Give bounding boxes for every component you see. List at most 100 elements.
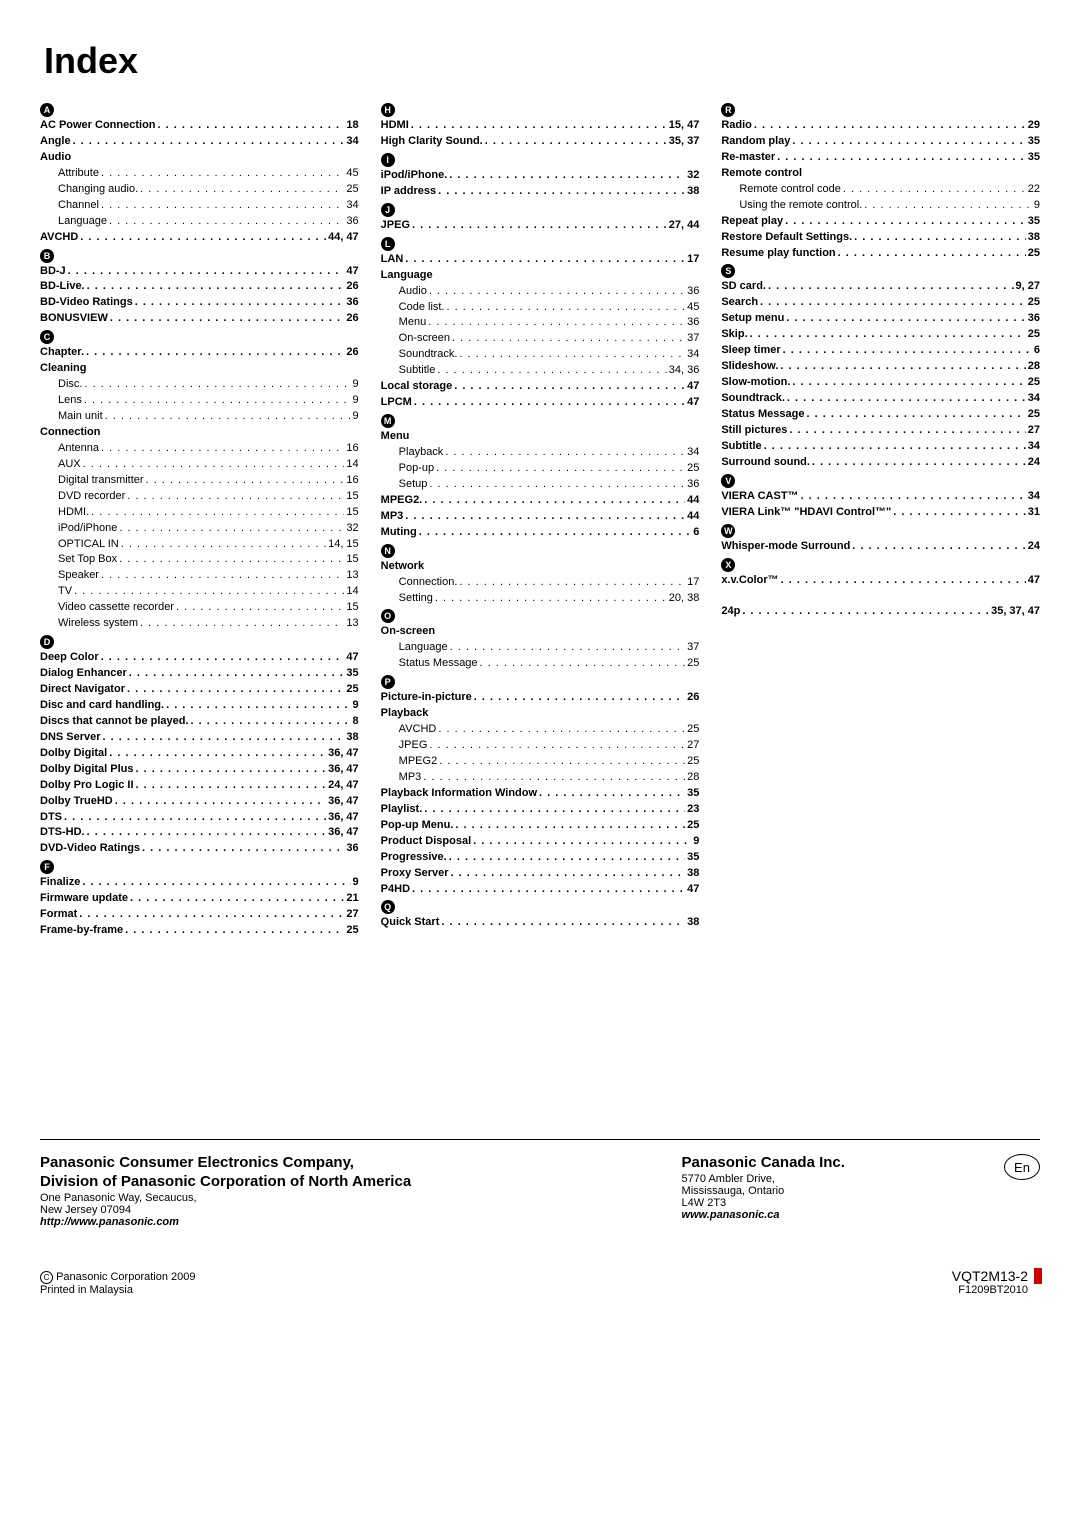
leader-dots (81, 457, 345, 473)
index-entry-pages: 16 (344, 473, 358, 489)
index-entry-label: DTS-HD. (40, 825, 85, 841)
leader-dots (752, 118, 1026, 134)
leader-dots (448, 640, 685, 656)
index-entry: DTS 36, 47 (40, 810, 359, 826)
index-entry: Disc. 9 (40, 377, 359, 393)
index-entry: DNS Server 38 (40, 730, 359, 746)
index-entry: Frame-by-frame 25 (40, 923, 359, 939)
index-entry-label: Playback (399, 445, 444, 461)
leader-dots (762, 439, 1026, 455)
index-entry: Random play 35 (721, 134, 1040, 150)
index-entry-pages: 24 (1026, 539, 1040, 555)
letter-badge: Q (381, 900, 395, 914)
index-columns: AAC Power Connection 18Angle 34AudioAttr… (40, 100, 1040, 939)
leader-dots (452, 379, 685, 395)
index-entry-label: AVCHD (40, 230, 78, 246)
index-entry-label: AC Power Connection (40, 118, 156, 134)
index-entry: OPTICAL IN 14, 15 (40, 537, 359, 553)
index-entry-pages: 38 (344, 730, 358, 746)
index-entry-label: OPTICAL IN (58, 537, 119, 553)
index-entry-label: Skip. (721, 327, 747, 343)
index-entry-label: Still pictures (721, 423, 787, 439)
copyright-icon: C (40, 1271, 53, 1284)
index-entry-pages: 47 (685, 379, 699, 395)
leader-dots (836, 246, 1026, 262)
index-entry-label: Proxy Server (381, 866, 449, 882)
index-entry: MPEG2. 44 (381, 493, 700, 509)
index-entry: Using the remote control. 9 (721, 198, 1040, 214)
index-entry-label: Dolby Pro Logic II (40, 778, 134, 794)
leader-dots (787, 423, 1025, 439)
index-entry-label: Menu (399, 315, 427, 331)
index-entry: Digital transmitter 16 (40, 473, 359, 489)
index-entry-label: IP address (381, 184, 436, 200)
index-entry-pages: 13 (344, 568, 358, 584)
leader-dots (758, 295, 1026, 311)
index-entry: Pop-up Menu. 25 (381, 818, 700, 834)
index-entry: BD-Live. 26 (40, 279, 359, 295)
letter-badge: O (381, 609, 395, 623)
index-entry-label: Audio (399, 284, 427, 300)
leader-dots (403, 509, 685, 525)
doc-code-2: F1209BT2010 (952, 1284, 1028, 1296)
index-entry: Discs that cannot be played. 8 (40, 714, 359, 730)
index-entry-pages: 35 (344, 666, 358, 682)
index-entry: Repeat play 35 (721, 214, 1040, 230)
index-entry-label: Remote control code (739, 182, 841, 198)
index-entry-pages: 36 (344, 841, 358, 857)
leader-dots (174, 600, 344, 616)
leader-dots (891, 505, 1025, 521)
footer-ca-addr2: Mississauga, Ontario (682, 1185, 974, 1197)
index-entry: BD-J 47 (40, 264, 359, 280)
leader-dots (450, 331, 685, 347)
footer-us-line2: Division of Panasonic Corporation of Nor… (40, 1173, 652, 1190)
index-entry-pages: 36 (685, 284, 699, 300)
index-entry-pages: 9 (691, 834, 699, 850)
index-entry-pages: 21 (344, 891, 358, 907)
index-entry-label: Dolby Digital Plus (40, 762, 134, 778)
index-entry: Pop-up 25 (381, 461, 700, 477)
leader-dots (740, 604, 989, 620)
leader-dots (84, 345, 344, 361)
footer-company-ca: Panasonic Canada Inc. 5770 Ambler Drive,… (682, 1154, 974, 1221)
index-entry-pages: 27 (685, 738, 699, 754)
index-entry-label: Subtitle (399, 363, 436, 379)
leader-dots (447, 168, 685, 184)
index-entry-label: Angle (40, 134, 71, 150)
index-entry-label: Setup menu (721, 311, 784, 327)
index-entry: Changing audio. 25 (40, 182, 359, 198)
index-entry-label: iPod/iPhone (58, 521, 117, 537)
leader-dots (409, 118, 667, 134)
index-entry-pages: 37 (685, 640, 699, 656)
index-entry-label: MPEG2 (399, 754, 438, 770)
index-entry: Status Message 25 (721, 407, 1040, 423)
leader-dots (472, 690, 685, 706)
leader-dots (128, 891, 344, 907)
letter-badge: L (381, 237, 395, 251)
index-entry: Dolby Digital Plus 36, 47 (40, 762, 359, 778)
index-entry-pages: 32 (685, 168, 699, 184)
leader-dots (134, 778, 327, 794)
index-entry-label: Picture-in-picture (381, 690, 472, 706)
index-entry: Playlist. 23 (381, 802, 700, 818)
index-entry-pages: 25 (344, 182, 358, 198)
index-entry-label: Soundtrack. (399, 347, 458, 363)
doc-code-1: VQT2M13-2 (952, 1268, 1028, 1284)
index-entry: SD card. 9, 27 (721, 279, 1040, 295)
leader-dots (410, 882, 685, 898)
index-entry: Status Message 25 (381, 656, 700, 672)
leader-dots (89, 505, 344, 521)
leader-dots (138, 616, 344, 632)
index-column-2: HHDMI 15, 47High Clarity Sound. 35, 37Ii… (381, 100, 700, 939)
index-entry-label: Status Message (721, 407, 804, 423)
index-entry-pages: 34 (1026, 439, 1040, 455)
index-entry-label: Discs that cannot be played. (40, 714, 189, 730)
index-entry: BONUSVIEW 26 (40, 311, 359, 327)
index-entry-pages: 45 (344, 166, 358, 182)
leader-dots (164, 698, 350, 714)
index-entry-label: Finalize (40, 875, 80, 891)
leader-dots (412, 395, 685, 411)
index-entry-pages: 34, 36 (667, 363, 700, 379)
index-entry: Finalize 9 (40, 875, 359, 891)
index-entry: Dolby Pro Logic II 24, 47 (40, 778, 359, 794)
